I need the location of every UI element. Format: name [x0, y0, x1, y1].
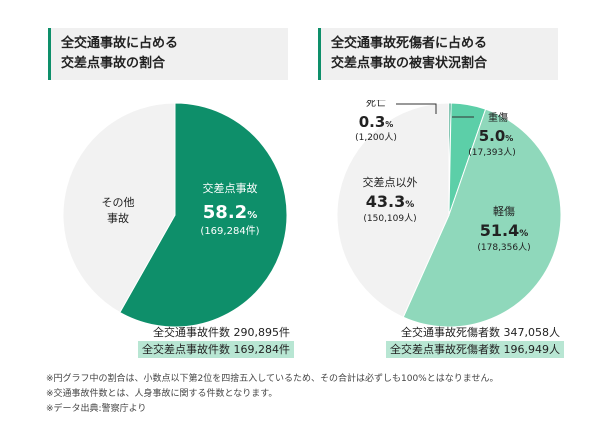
- right-highlight-line: 全交差点事故死傷者数 196,949人: [386, 341, 564, 358]
- left-highlight-line: 全交差点事故件数 169,284件: [138, 341, 294, 358]
- right-slice-3-count: (150,109人): [363, 213, 416, 224]
- left-pie-slice-0: [119, 102, 288, 328]
- death-leader-line: [396, 103, 437, 114]
- right-slice-1-label: 重傷: [488, 111, 508, 124]
- left-slice-0-percent: 58.2%: [203, 202, 257, 223]
- left-slice-0-label: 交差点事故: [203, 181, 258, 195]
- footnote-1: ※円グラフ中の割合は、小数点以下第2位を四捨五入しているため、その合計は必ずしも…: [46, 374, 499, 384]
- right-slice-3-label: 交差点以外: [363, 175, 418, 189]
- right-slice-3-percent: 43.3%: [366, 192, 415, 211]
- right-slice-1-count: (17,393人): [468, 147, 516, 158]
- left-slice-1-label-0: その他: [102, 196, 135, 209]
- right-slice-0-count: (1,200人): [355, 132, 397, 143]
- right-total-line: 全交通事故死傷者数 347,058人: [401, 326, 560, 339]
- right-title-line-2: 交差点事故の被害状況割合: [331, 56, 488, 71]
- right-chart-title: 全交通事故死傷者に占める 交差点事故の被害状況割合: [318, 28, 558, 80]
- left-slice-1-label-1: 事故: [107, 211, 129, 225]
- right-pie-slice-2: [402, 108, 562, 328]
- right-pie-slice-3: [336, 102, 450, 318]
- right-slice-2-percent: 51.4%: [480, 221, 529, 240]
- left-title-line-2: 交差点事故の割合: [61, 56, 166, 71]
- left-slice-0-count: (169,284件): [200, 225, 259, 237]
- footnote-3: ※データ出典:警察庁より: [46, 404, 147, 414]
- footnote-2: ※交通事故件数とは、人身事故に関する件数となります。: [46, 389, 278, 399]
- left-totals: 全交通事故件数 290,895件 全交差点事故件数 169,284件: [138, 324, 294, 358]
- footnotes: ※円グラフ中の割合は、小数点以下第2位を四捨五入しているため、その合計は必ずしも…: [46, 372, 498, 417]
- right-slice-2-count: (178,356人): [477, 242, 530, 253]
- right-slice-2-label: 軽傷: [493, 204, 515, 218]
- right-slice-1-percent: 5.0%: [479, 127, 514, 145]
- right-slice-0-percent: 0.3%: [359, 113, 394, 131]
- casualty-pie: 死亡 0.3%(1,200人) 重傷 5.0% (17,393人) 軽傷 51.4% (178…: [336, 100, 562, 328]
- left-pie-slice-1: [62, 102, 176, 314]
- left-total-line: 全交通事故件数 290,895件: [153, 326, 290, 339]
- left-title-line-1: 全交通事故に占める: [61, 36, 179, 51]
- right-totals: 全交通事故死傷者数 347,058人 全交差点事故死傷者数 196,949人: [386, 324, 564, 358]
- right-slice-0-label: 死亡: [366, 100, 386, 109]
- right-title-line-1: 全交通事故死傷者に占める: [331, 36, 488, 51]
- left-chart-title: 全交通事故に占める 交差点事故の割合: [48, 28, 288, 80]
